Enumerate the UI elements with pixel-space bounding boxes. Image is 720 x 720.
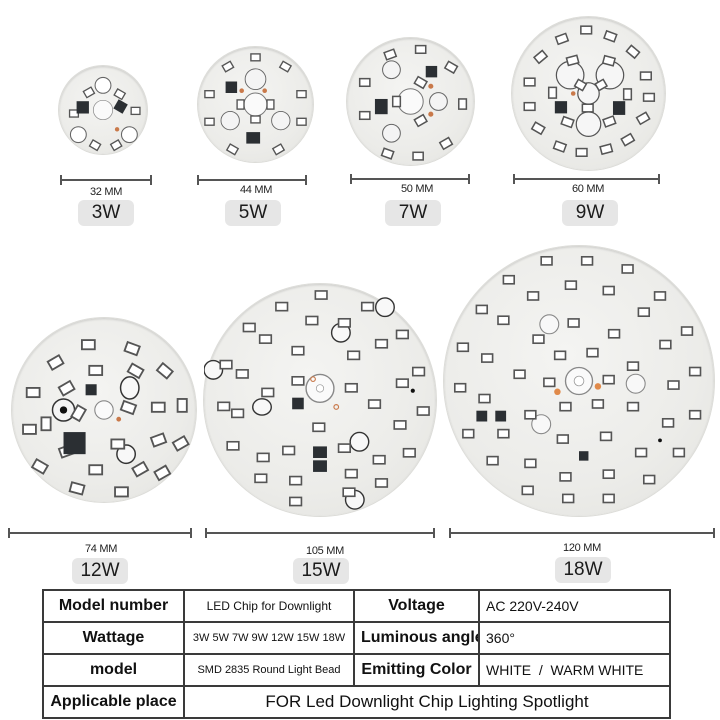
value-luminous-angle: 360° <box>478 621 671 655</box>
spec-table: Model number LED Chip for Downlight Volt… <box>42 589 671 719</box>
diameter-label-9w: 60 MM <box>571 183 605 195</box>
wattage-badge-7w: 7W <box>385 200 441 226</box>
label-model-number: Model number <box>42 589 185 623</box>
led-board-15w <box>204 284 436 516</box>
dimension-line-9w <box>513 174 660 184</box>
diameter-label-7w: 50 MM <box>400 183 434 195</box>
led-board-12w <box>12 318 196 502</box>
table-row: model SMD 2835 Round Light Bead Emitting… <box>42 653 671 687</box>
label-emitting-color: Emitting Color <box>353 653 480 687</box>
value-voltage: AC 220V-240V <box>478 589 671 623</box>
wattage-badge-15w: 15W <box>293 558 349 584</box>
label-luminous-angle: Luminous angle <box>353 621 480 655</box>
table-row: Applicable place FOR Led Downlight Chip … <box>42 685 671 719</box>
wattage-badge-5w: 5W <box>225 200 281 226</box>
label-wattage: Wattage <box>42 621 185 655</box>
dimension-line-7w <box>350 174 470 184</box>
diameter-label-18w: 120 MM <box>563 542 601 554</box>
wattage-badge-12w: 12W <box>72 558 128 584</box>
wattage-badge-18w: 18W <box>555 557 611 583</box>
diameter-label-12w: 74 MM <box>84 543 118 555</box>
dimension-line-12w <box>8 528 192 538</box>
wattage-badge-3w: 3W <box>78 200 134 226</box>
value-emitting-color: WHITE / WARM WHITE <box>478 653 671 687</box>
label-voltage: Voltage <box>353 589 480 623</box>
dimension-line-15w <box>205 528 435 538</box>
table-row: Model number LED Chip for Downlight Volt… <box>42 589 671 623</box>
led-board-7w-art <box>358 44 468 161</box>
diameter-label-15w: 105 MM <box>306 545 344 557</box>
diameter-label-5w: 44 MM <box>239 184 273 196</box>
led-board-15w-art <box>204 290 430 510</box>
led-board-5w <box>198 47 313 162</box>
led-board-12w-art <box>22 339 190 498</box>
value-wattage: 3W 5W 7W 9W 12W 15W 18W <box>183 621 355 655</box>
wattage-badge-9w: 9W <box>562 200 618 226</box>
label-model: model <box>42 653 185 687</box>
table-row: Wattage 3W 5W 7W 9W 12W 15W 18W Luminous… <box>42 621 671 655</box>
dimension-line-5w <box>197 175 307 185</box>
value-model-number: LED Chip for Downlight <box>183 589 355 623</box>
led-board-7w <box>347 38 474 165</box>
dimension-line-18w <box>449 528 715 538</box>
value-applicable-place: FOR Led Downlight Chip Lighting Spotligh… <box>183 685 671 719</box>
led-board-9w-art <box>523 25 656 157</box>
label-applicable-place: Applicable place <box>42 685 185 719</box>
led-board-3w-art <box>68 76 141 152</box>
led-board-18w-art <box>453 255 702 504</box>
led-board-18w <box>444 246 714 516</box>
diameter-label-3w: 32 MM <box>89 186 123 198</box>
led-board-5w-art <box>204 53 307 156</box>
led-board-9w <box>512 17 665 170</box>
value-model: SMD 2835 Round Light Bead <box>183 653 355 687</box>
dimension-line-3w <box>60 175 152 185</box>
led-board-3w <box>59 66 147 154</box>
